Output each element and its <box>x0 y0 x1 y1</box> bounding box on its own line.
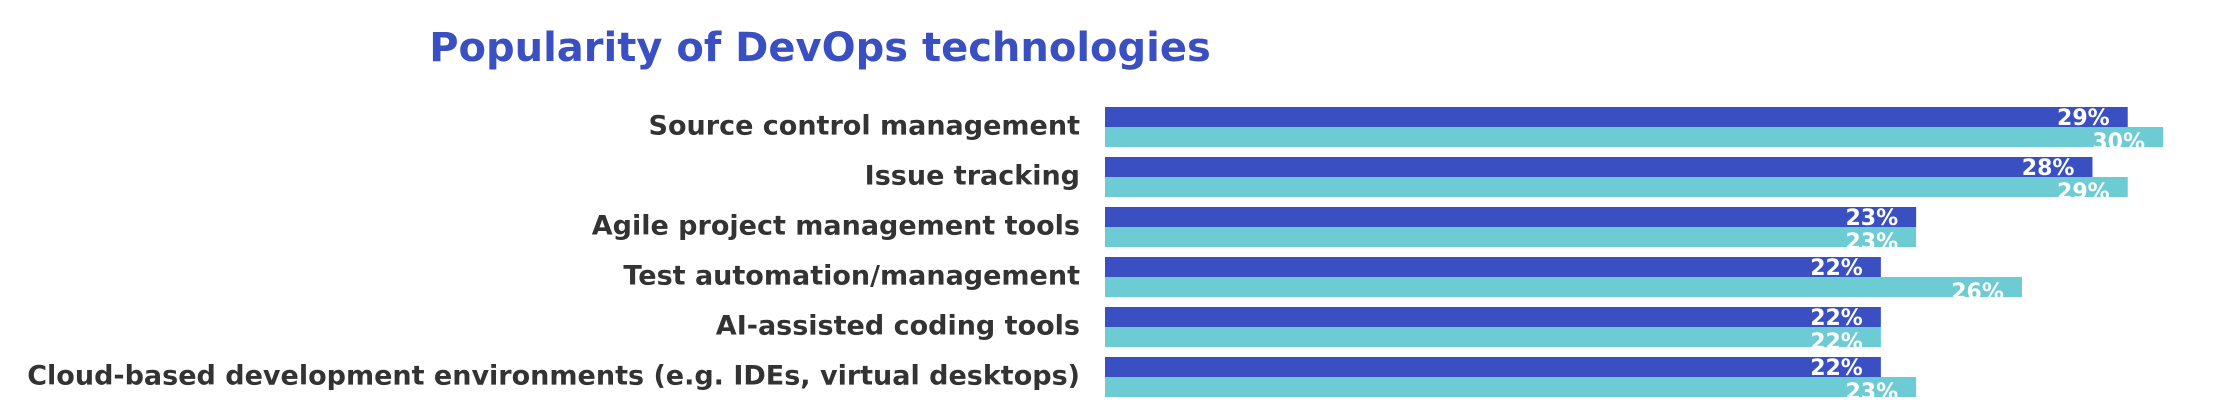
category-label: Cloud-based development environments (e.… <box>27 361 1080 392</box>
bar <box>1105 177 2128 197</box>
bar <box>1105 207 1917 227</box>
category-label: Issue tracking <box>865 161 1080 192</box>
bar <box>1105 157 2093 177</box>
value-label: 22% <box>1810 330 1863 355</box>
value-label: 29% <box>2057 106 2110 131</box>
value-label: 30% <box>2092 130 2145 155</box>
value-label: 29% <box>2057 180 2110 205</box>
category-label: AI-assisted coding tools <box>716 311 1080 342</box>
value-label: 23% <box>1845 230 1898 255</box>
bar <box>1105 127 2163 147</box>
bar <box>1105 227 1917 247</box>
bar <box>1105 377 1917 397</box>
bar <box>1105 327 1881 347</box>
category-label: Agile project management tools <box>592 211 1080 242</box>
category-label: Test automation/management <box>623 261 1080 292</box>
bar <box>1105 277 2022 297</box>
bar <box>1105 257 1881 277</box>
value-label: 23% <box>1845 380 1898 402</box>
category-label: Source control management <box>649 111 1081 142</box>
chart-title: Popularity of DevOps technologies <box>429 25 1211 71</box>
bar <box>1105 307 1881 327</box>
bar <box>1105 107 2128 127</box>
value-label: 23% <box>1845 206 1898 231</box>
value-label: 22% <box>1810 306 1863 331</box>
value-label: 28% <box>2022 156 2075 181</box>
value-label: 22% <box>1810 256 1863 281</box>
value-label: 26% <box>1951 280 2004 305</box>
value-label: 22% <box>1810 356 1863 381</box>
bar <box>1105 357 1881 377</box>
